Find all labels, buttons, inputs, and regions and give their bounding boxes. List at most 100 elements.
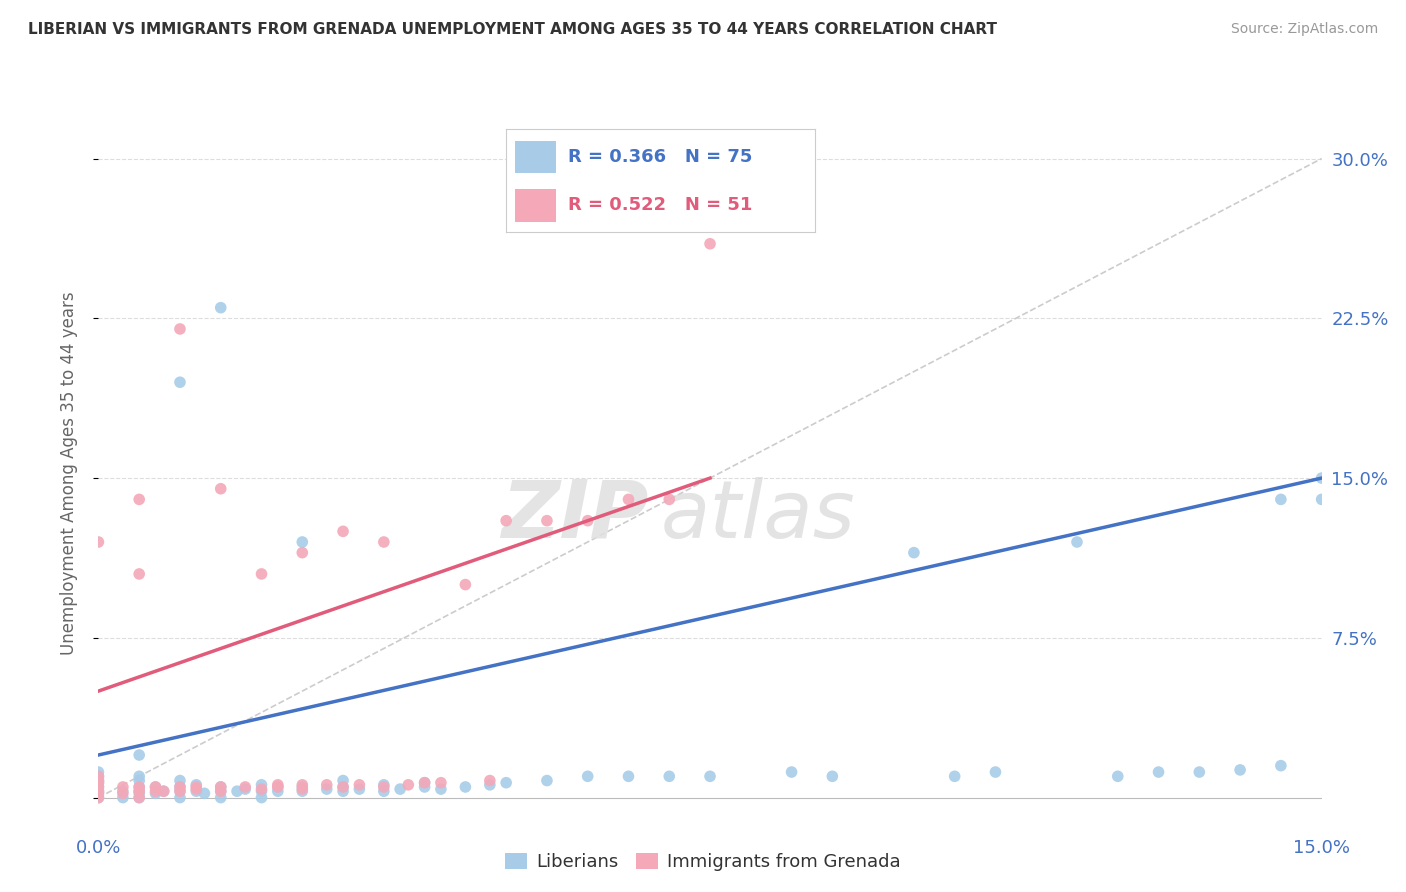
FancyBboxPatch shape bbox=[516, 189, 555, 221]
Point bbox=[349, 778, 371, 792]
Point bbox=[87, 784, 110, 798]
Point bbox=[169, 790, 191, 805]
Point bbox=[87, 786, 110, 800]
Point bbox=[186, 782, 208, 797]
Point bbox=[250, 790, 273, 805]
Point bbox=[332, 773, 354, 788]
Point bbox=[209, 482, 232, 496]
Point bbox=[291, 535, 314, 549]
Point bbox=[267, 780, 290, 794]
Point bbox=[291, 784, 314, 798]
Point bbox=[373, 780, 395, 794]
Point bbox=[250, 784, 273, 798]
Point bbox=[209, 780, 232, 794]
Text: ZIP: ZIP bbox=[502, 476, 650, 555]
Point bbox=[396, 778, 419, 792]
Point bbox=[478, 773, 501, 788]
Point bbox=[332, 780, 354, 794]
Point bbox=[169, 784, 191, 798]
Point bbox=[128, 780, 150, 794]
Point bbox=[658, 769, 681, 783]
Point bbox=[87, 790, 110, 805]
Text: atlas: atlas bbox=[661, 476, 856, 555]
Point bbox=[478, 778, 501, 792]
Point bbox=[536, 514, 558, 528]
Point bbox=[209, 301, 232, 315]
Point bbox=[87, 765, 110, 780]
Point bbox=[291, 782, 314, 797]
Point bbox=[87, 775, 110, 789]
Point bbox=[87, 790, 110, 805]
Point bbox=[209, 784, 232, 798]
Point bbox=[373, 784, 395, 798]
Point bbox=[332, 780, 354, 794]
Point bbox=[87, 780, 110, 794]
Point bbox=[315, 782, 337, 797]
Point bbox=[186, 778, 208, 792]
Text: LIBERIAN VS IMMIGRANTS FROM GRENADA UNEMPLOYMENT AMONG AGES 35 TO 44 YEARS CORRE: LIBERIAN VS IMMIGRANTS FROM GRENADA UNEM… bbox=[28, 22, 997, 37]
Point bbox=[87, 773, 110, 788]
Point bbox=[267, 778, 290, 792]
Point bbox=[233, 780, 256, 794]
Point bbox=[87, 784, 110, 798]
Point bbox=[373, 535, 395, 549]
Point bbox=[128, 747, 150, 762]
Point bbox=[233, 782, 256, 797]
Point bbox=[128, 786, 150, 800]
Point bbox=[128, 790, 150, 805]
Text: Source: ZipAtlas.com: Source: ZipAtlas.com bbox=[1230, 22, 1378, 37]
Point bbox=[373, 778, 395, 792]
Point bbox=[128, 492, 150, 507]
Point bbox=[943, 769, 966, 783]
Point bbox=[576, 769, 599, 783]
Point bbox=[430, 775, 453, 789]
Point bbox=[169, 780, 191, 794]
Point bbox=[87, 786, 110, 800]
Point bbox=[291, 546, 314, 560]
Point bbox=[226, 784, 249, 798]
Point bbox=[152, 784, 174, 798]
Point bbox=[780, 765, 803, 780]
Point bbox=[169, 322, 191, 336]
Point bbox=[291, 780, 314, 794]
Point bbox=[128, 566, 150, 581]
Point bbox=[699, 769, 721, 783]
Point bbox=[128, 784, 150, 798]
Point bbox=[1270, 758, 1292, 772]
Point bbox=[349, 782, 371, 797]
Point bbox=[193, 786, 215, 800]
Point bbox=[250, 566, 273, 581]
Point bbox=[389, 782, 412, 797]
Point bbox=[1229, 763, 1251, 777]
Point bbox=[111, 790, 134, 805]
Point bbox=[430, 782, 453, 797]
Point bbox=[209, 784, 232, 798]
Point bbox=[576, 514, 599, 528]
Point bbox=[315, 778, 337, 792]
Point bbox=[332, 784, 354, 798]
Point bbox=[267, 780, 290, 794]
Point bbox=[87, 780, 110, 794]
Point bbox=[984, 765, 1007, 780]
Point bbox=[111, 786, 134, 800]
Point bbox=[454, 780, 477, 794]
Point bbox=[413, 780, 436, 794]
Y-axis label: Unemployment Among Ages 35 to 44 years: Unemployment Among Ages 35 to 44 years bbox=[59, 291, 77, 655]
Point bbox=[111, 784, 134, 798]
Point bbox=[658, 492, 681, 507]
Point bbox=[291, 778, 314, 792]
Point bbox=[186, 784, 208, 798]
Point bbox=[186, 780, 208, 794]
Point bbox=[332, 524, 354, 539]
Point bbox=[903, 546, 925, 560]
Point bbox=[1147, 765, 1170, 780]
Point bbox=[617, 492, 640, 507]
Point bbox=[250, 778, 273, 792]
Text: R = 0.366   N = 75: R = 0.366 N = 75 bbox=[568, 148, 752, 166]
Point bbox=[128, 780, 150, 794]
Point bbox=[617, 769, 640, 783]
Point bbox=[128, 769, 150, 783]
Point bbox=[821, 769, 844, 783]
Point bbox=[169, 784, 191, 798]
Point bbox=[250, 782, 273, 797]
